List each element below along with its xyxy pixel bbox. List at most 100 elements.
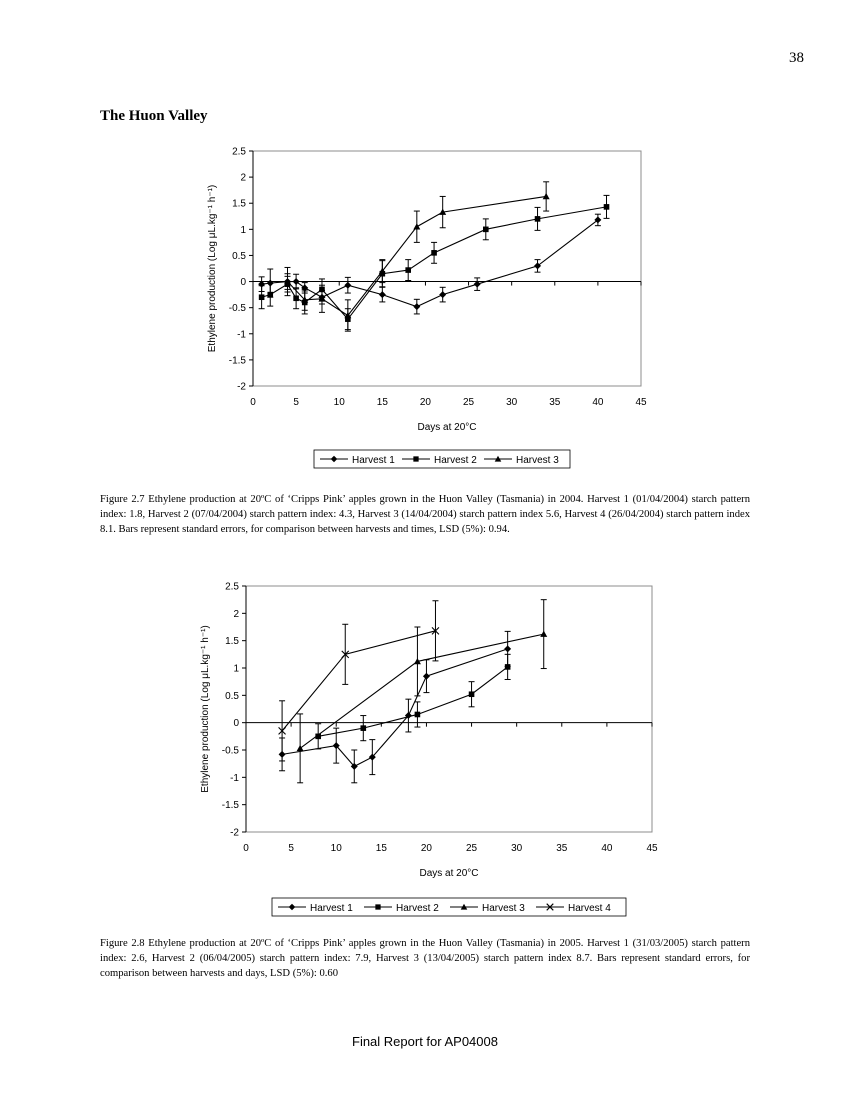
legend-label: Harvest 3 xyxy=(482,903,525,914)
data-point xyxy=(368,753,376,761)
x-tick-label: 45 xyxy=(646,843,658,854)
x-tick-label: 0 xyxy=(243,843,249,854)
y-tick-label: 0.5 xyxy=(225,691,239,702)
figure-2-7-caption: Figure 2.7 Ethylene production at 20ºC o… xyxy=(100,494,750,535)
data-point xyxy=(473,280,481,288)
x-tick-label: 35 xyxy=(549,397,561,408)
data-point xyxy=(292,278,300,286)
series-3 xyxy=(283,181,550,332)
data-point xyxy=(468,691,475,698)
y-tick-label: -1.5 xyxy=(222,800,240,811)
x-tick-label: 40 xyxy=(592,397,604,408)
y-tick-label: 1.5 xyxy=(225,636,239,647)
x-axis-label: Days at 20°C xyxy=(417,422,476,433)
series-line xyxy=(287,195,547,317)
x-tick-label: 10 xyxy=(334,397,346,408)
data-point xyxy=(332,742,340,750)
legend-marker xyxy=(494,455,502,462)
legend-label: Harvest 1 xyxy=(310,903,353,914)
data-point xyxy=(504,664,511,670)
x-tick-label: 20 xyxy=(421,843,433,854)
footer: Final Report for AP04008 xyxy=(352,1034,498,1049)
data-point xyxy=(439,208,447,215)
legend-item-3: Harvest 3 xyxy=(450,903,525,914)
figure-2-7-chart: -2 -1.5 -1 -0.5 0 0.5 1 1.5 2 2.5 0 5 10 15 20 25 30 35 40… xyxy=(207,147,647,469)
data-point xyxy=(504,645,512,653)
y-tick-label: -0.5 xyxy=(222,746,240,757)
x-tick-label: 0 xyxy=(250,397,256,408)
y-tick-label: -2 xyxy=(237,382,246,393)
y-tick-label: -1.5 xyxy=(229,355,247,366)
y-tick-label: -2 xyxy=(230,828,239,839)
data-point xyxy=(258,294,265,301)
legend-marker xyxy=(330,455,338,463)
figure-2-8-caption: Figure 2.8 Ethylene production at 20ºC o… xyxy=(100,938,750,979)
x-tick-label: 25 xyxy=(463,397,475,408)
y-tick-label: -1 xyxy=(230,773,239,784)
data-point xyxy=(422,672,430,680)
x-tick-label: 15 xyxy=(377,397,389,408)
data-point xyxy=(344,281,352,289)
data-point xyxy=(378,267,386,274)
data-point xyxy=(413,303,421,311)
y-tick-label: 1.5 xyxy=(232,199,246,210)
y-tick-label: 0.5 xyxy=(232,251,246,262)
y-tick-label: 0 xyxy=(233,718,239,729)
data-point xyxy=(483,226,489,233)
x-tick-label: 10 xyxy=(331,843,343,854)
data-point xyxy=(350,762,358,770)
data-point xyxy=(344,312,352,319)
data-point xyxy=(315,733,321,740)
series-line xyxy=(261,219,599,308)
x-tick-label: 40 xyxy=(601,843,613,854)
data-point xyxy=(534,216,541,222)
data-point xyxy=(296,744,304,752)
legend-label: Harvest 4 xyxy=(568,903,611,914)
data-point xyxy=(301,296,309,303)
legend-marker xyxy=(460,903,468,910)
page-number: 38 xyxy=(789,50,804,66)
x-tick-label: 45 xyxy=(635,397,647,408)
plot-area xyxy=(252,150,642,387)
data-point xyxy=(283,278,291,285)
series-line xyxy=(318,666,508,737)
data-point xyxy=(603,204,610,210)
data-point xyxy=(431,626,440,635)
legend-label: Harvest 2 xyxy=(396,903,439,914)
data-point xyxy=(278,726,286,735)
x-tick-label: 30 xyxy=(511,843,523,854)
legend-box xyxy=(271,897,627,917)
data-point xyxy=(431,250,437,256)
legend-box xyxy=(313,449,571,469)
y-axis-label: Ethylene production (Log μL.kg⁻¹ h⁻¹) xyxy=(200,625,211,793)
y-axis-label: Ethylene production (Log μL.kg⁻¹ h⁻¹) xyxy=(207,185,218,353)
legend-item-2: Harvest 2 xyxy=(364,903,439,914)
plot-area xyxy=(245,585,653,833)
x-tick-label: 35 xyxy=(556,843,568,854)
data-point xyxy=(414,711,421,718)
x-axis-label: Days at 20°C xyxy=(419,868,478,879)
y-tick-label: -1 xyxy=(237,329,246,340)
data-point xyxy=(413,657,421,665)
data-point xyxy=(540,630,548,637)
y-tick-label: 2 xyxy=(233,609,239,620)
legend-item-4: Harvest 4 xyxy=(536,903,611,914)
data-point xyxy=(439,291,447,299)
y-tick-label: 1 xyxy=(240,225,246,236)
x-tick-label: 5 xyxy=(293,397,299,408)
legend-marker xyxy=(413,456,419,462)
data-point xyxy=(267,291,274,298)
data-point xyxy=(360,725,367,731)
data-point xyxy=(318,295,326,302)
legend-marker xyxy=(546,903,554,911)
x-tick-label: 30 xyxy=(506,397,518,408)
y-tick-label: 2.5 xyxy=(225,582,239,593)
x-tick-label: 15 xyxy=(376,843,388,854)
series-2 xyxy=(315,653,511,750)
series-3 xyxy=(296,599,548,784)
legend-item-1: Harvest 1 xyxy=(320,455,395,466)
legend-label: Harvest 3 xyxy=(516,455,559,466)
data-point xyxy=(378,291,386,299)
y-tick-label: 2 xyxy=(240,173,246,184)
data-point xyxy=(413,223,421,230)
